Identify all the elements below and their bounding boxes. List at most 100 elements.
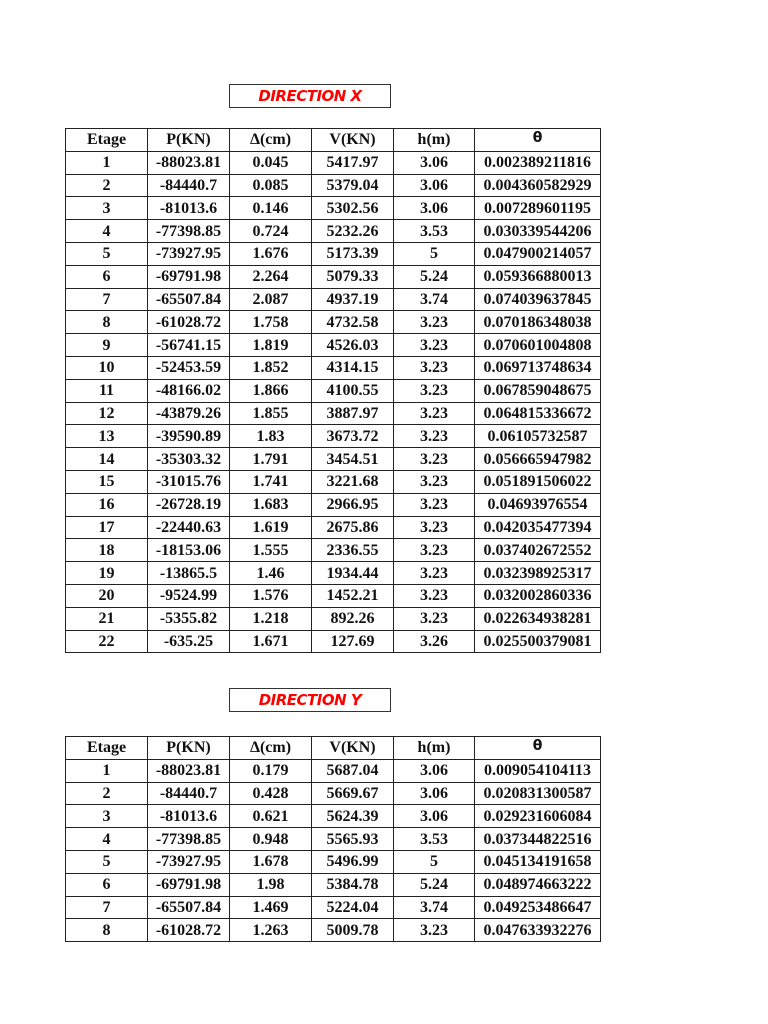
cell-etage: 1	[65, 758, 148, 783]
cell-delta-cm: 1.855	[229, 401, 312, 426]
cell-theta: 0.069713748634	[474, 355, 601, 380]
cell-v-kn: 5384.78	[311, 872, 394, 897]
header-row: Etage P(KN) Δ(cm) V(KN) h(m) θ	[65, 736, 601, 760]
table-row: 20 -9524.99 1.576 1452.21 3.23 0.032002860336	[65, 583, 601, 608]
cell-v-kn: 5009.78	[311, 918, 394, 943]
cell-delta-cm: 1.83	[229, 424, 312, 449]
header-theta: θ	[474, 128, 601, 152]
cell-etage: 2	[65, 781, 148, 806]
cell-p-kn: -39590.89	[147, 424, 230, 449]
cell-p-kn: -31015.76	[147, 469, 230, 494]
cell-v-kn: 4314.15	[311, 355, 394, 380]
table-row: 18 -18153.06 1.555 2336.55 3.23 0.03740267255…	[65, 538, 601, 563]
header-delta-cm: Δ(cm)	[229, 128, 312, 152]
cell-theta: 0.032398925317	[474, 561, 601, 585]
cell-h-m: 3.23	[393, 583, 475, 608]
cell-v-kn: 5496.99	[311, 849, 394, 874]
cell-etage: 6	[65, 264, 148, 289]
header-v-kn: V(KN)	[311, 128, 394, 152]
cell-theta: 0.025500379081	[474, 629, 601, 654]
cell-v-kn: 127.69	[311, 629, 394, 654]
table-row: 17 -22440.63 1.619 2675.86 3.23 0.04203547739…	[65, 515, 601, 540]
cell-theta: 0.06105732587	[474, 424, 601, 449]
cell-p-kn: -84440.7	[147, 781, 230, 806]
cell-h-m: 3.06	[393, 804, 475, 829]
header-theta: θ	[474, 736, 601, 760]
cell-theta: 0.048974663222	[474, 872, 601, 897]
cell-etage: 11	[65, 378, 148, 403]
table-row: 5 -73927.95 1.678 5496.99 5 0.045134191658	[65, 849, 601, 874]
cell-theta: 0.037402672552	[474, 538, 601, 563]
cell-delta-cm: 1.98	[229, 872, 312, 897]
cell-theta: 0.070186348038	[474, 310, 601, 335]
cell-theta: 0.037344822516	[474, 827, 601, 851]
table-row: 3 -81013.6 0.621 5624.39 3.06 0.029231606084	[65, 804, 601, 829]
cell-p-kn: -65507.84	[147, 895, 230, 920]
cell-p-kn: -77398.85	[147, 219, 230, 243]
cell-etage: 7	[65, 895, 148, 920]
cell-delta-cm: 1.619	[229, 515, 312, 540]
cell-theta: 0.059366880013	[474, 264, 601, 289]
cell-delta-cm: 1.758	[229, 310, 312, 335]
cell-v-kn: 5669.67	[311, 781, 394, 806]
cell-theta: 0.064815336672	[474, 401, 601, 426]
table-row: 22 -635.25 1.671 127.69 3.26 0.025500379081	[65, 629, 601, 654]
cell-v-kn: 3673.72	[311, 424, 394, 449]
cell-p-kn: -61028.72	[147, 918, 230, 943]
table-row: 10 -52453.59 1.852 4314.15 3.23 0.06971374863…	[65, 355, 601, 380]
cell-v-kn: 5224.04	[311, 895, 394, 920]
header-h-m: h(m)	[393, 736, 475, 760]
table-row: 6 -69791.98 1.98 5384.78 5.24 0.048974663222	[65, 872, 601, 897]
cell-v-kn: 2336.55	[311, 538, 394, 563]
cell-theta: 0.029231606084	[474, 804, 601, 829]
cell-v-kn: 5687.04	[311, 758, 394, 783]
cell-p-kn: -73927.95	[147, 849, 230, 874]
cell-p-kn: -18153.06	[147, 538, 230, 563]
cell-v-kn: 892.26	[311, 606, 394, 631]
cell-p-kn: -69791.98	[147, 872, 230, 897]
cell-theta: 0.074039637845	[474, 287, 601, 312]
table-row: 2 -84440.7 0.428 5669.67 3.06 0.020831300587	[65, 781, 601, 806]
cell-theta: 0.049253486647	[474, 895, 601, 920]
cell-etage: 3	[65, 196, 148, 221]
cell-delta-cm: 0.179	[229, 758, 312, 783]
cell-delta-cm: 1.671	[229, 629, 312, 654]
cell-etage: 2	[65, 173, 148, 198]
cell-p-kn: -635.25	[147, 629, 230, 654]
cell-delta-cm: 1.576	[229, 583, 312, 608]
cell-theta: 0.067859048675	[474, 378, 601, 403]
cell-delta-cm: 1.791	[229, 447, 312, 471]
cell-delta-cm: 0.621	[229, 804, 312, 829]
cell-delta-cm: 1.469	[229, 895, 312, 920]
cell-h-m: 3.06	[393, 758, 475, 783]
table-row: 21 -5355.82 1.218 892.26 3.23 0.022634938281	[65, 606, 601, 631]
cell-h-m: 3.23	[393, 447, 475, 471]
cell-p-kn: -9524.99	[147, 583, 230, 608]
cell-v-kn: 4100.55	[311, 378, 394, 403]
cell-h-m: 3.23	[393, 401, 475, 426]
cell-etage: 13	[65, 424, 148, 449]
header-row: Etage P(KN) Δ(cm) V(KN) h(m) θ	[65, 128, 601, 152]
cell-p-kn: -52453.59	[147, 355, 230, 380]
cell-theta: 0.045134191658	[474, 849, 601, 874]
table-row: 1 -88023.81 0.045 5417.97 3.06 0.002389211816	[65, 150, 601, 175]
cell-theta: 0.030339544206	[474, 219, 601, 243]
cell-theta: 0.051891506022	[474, 469, 601, 494]
cell-etage: 12	[65, 401, 148, 426]
cell-delta-cm: 0.948	[229, 827, 312, 851]
header-delta-cm: Δ(cm)	[229, 736, 312, 760]
cell-h-m: 3.23	[393, 310, 475, 335]
cell-etage: 20	[65, 583, 148, 608]
table-row: 19 -13865.5 1.46 1934.44 3.23 0.032398925317	[65, 561, 601, 585]
cell-etage: 16	[65, 492, 148, 517]
cell-v-kn: 2966.95	[311, 492, 394, 517]
cell-h-m: 3.74	[393, 287, 475, 312]
cell-delta-cm: 2.264	[229, 264, 312, 289]
cell-delta-cm: 1.741	[229, 469, 312, 494]
cell-h-m: 3.23	[393, 469, 475, 494]
cell-h-m: 3.23	[393, 424, 475, 449]
cell-p-kn: -65507.84	[147, 287, 230, 312]
cell-etage: 8	[65, 310, 148, 335]
cell-h-m: 3.23	[393, 538, 475, 563]
cell-h-m: 3.23	[393, 561, 475, 585]
